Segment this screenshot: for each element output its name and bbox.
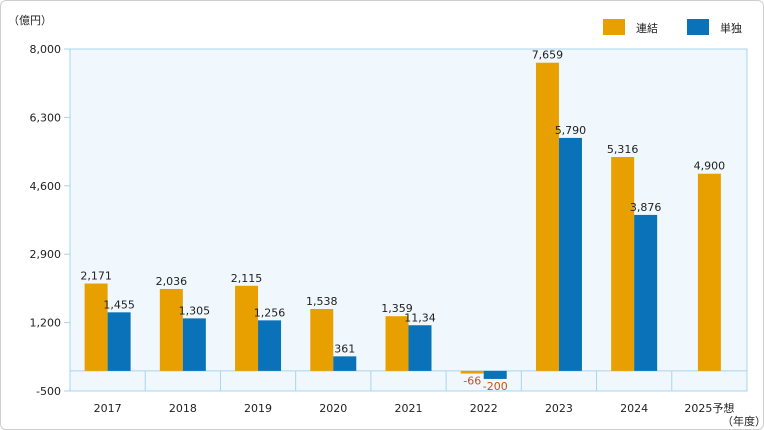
bar-consolidated-2019 — [235, 285, 259, 371]
data-label-standalone: 361 — [334, 342, 355, 355]
data-label-standalone: 1,455 — [103, 298, 135, 311]
bar-consolidated-2022 — [460, 370, 484, 374]
bar-consolidated-2025予想 — [697, 173, 721, 371]
bar-consolidated-2021 — [385, 316, 409, 371]
x-tick-label: 2019 — [244, 402, 272, 415]
bar-consolidated-2024 — [611, 156, 635, 371]
data-label-standalone: 1,256 — [254, 306, 286, 319]
bar-standalone-2018 — [182, 318, 206, 371]
bar-consolidated-2020 — [310, 309, 334, 371]
bars: 2,171 1,455 2,036 1,305 2,115 1,256 1,538 361 1,… — [80, 49, 725, 393]
bar-standalone-2024 — [634, 214, 658, 371]
legend-label-standalone: 単独 — [720, 21, 742, 35]
x-axis: 2017 2018 2019 2020 2021 2022 2023 2024 2025予想 — [94, 371, 734, 415]
data-label-consolidated: 5,316 — [607, 143, 639, 156]
x-tick-label: 2017 — [94, 402, 122, 415]
x-tick-label: 2022 — [470, 402, 498, 415]
x-tick-label: 2023 — [545, 402, 573, 415]
data-label-standalone: 1,305 — [179, 304, 211, 317]
y-tick-label: 8,000 — [30, 43, 62, 56]
data-label-consolidated: 2,115 — [231, 272, 263, 285]
data-label-consolidated: 2,171 — [80, 270, 112, 283]
data-label-standalone: -200 — [483, 380, 508, 393]
bar-standalone-2023 — [558, 137, 582, 371]
data-label-standalone: 5,790 — [555, 124, 587, 137]
x-tick-label: 2020 — [319, 402, 347, 415]
y-tick-label: -500 — [36, 385, 61, 398]
x-tick-label: 2025予想 — [684, 401, 734, 415]
bar-standalone-2017 — [107, 312, 131, 371]
data-label-consolidated: 2,036 — [156, 275, 188, 288]
legend-label-consolidated: 連結 — [636, 21, 658, 35]
bar-consolidated-2018 — [159, 288, 183, 371]
legend-swatch-consolidated — [603, 19, 625, 35]
y-tick-label: 6,300 — [30, 111, 62, 124]
bar-standalone-2021 — [408, 325, 432, 371]
x-tick-label: 2021 — [395, 402, 423, 415]
bar-standalone-2022 — [483, 370, 507, 379]
bar-consolidated-2023 — [535, 62, 559, 371]
legend-swatch-standalone — [687, 19, 709, 35]
data-label-consolidated: 7,659 — [532, 49, 564, 62]
data-label-consolidated: -66 — [463, 375, 481, 388]
data-label-standalone: 11,34 — [404, 311, 436, 324]
data-label-consolidated: 1,538 — [306, 295, 338, 308]
y-tick-label: 4,600 — [30, 180, 62, 193]
bar-consolidated-2017 — [84, 283, 108, 371]
bar-standalone-2019 — [258, 320, 282, 371]
x-tick-label: 2018 — [169, 402, 197, 415]
x-tick-label: 2024 — [620, 402, 648, 415]
legend: 連結 単独 — [603, 19, 742, 35]
x-axis-unit-note: （年度） — [722, 414, 764, 428]
bar-standalone-2020 — [333, 356, 357, 371]
y-tick-label: 2,900 — [30, 248, 62, 261]
y-tick-label: 1,200 — [30, 317, 62, 330]
data-label-consolidated: 1,359 — [381, 302, 413, 315]
y-axis-unit-label: （億円） — [8, 14, 52, 27]
data-label-consolidated: 4,900 — [694, 160, 726, 173]
data-label-standalone: 3,876 — [630, 201, 662, 214]
